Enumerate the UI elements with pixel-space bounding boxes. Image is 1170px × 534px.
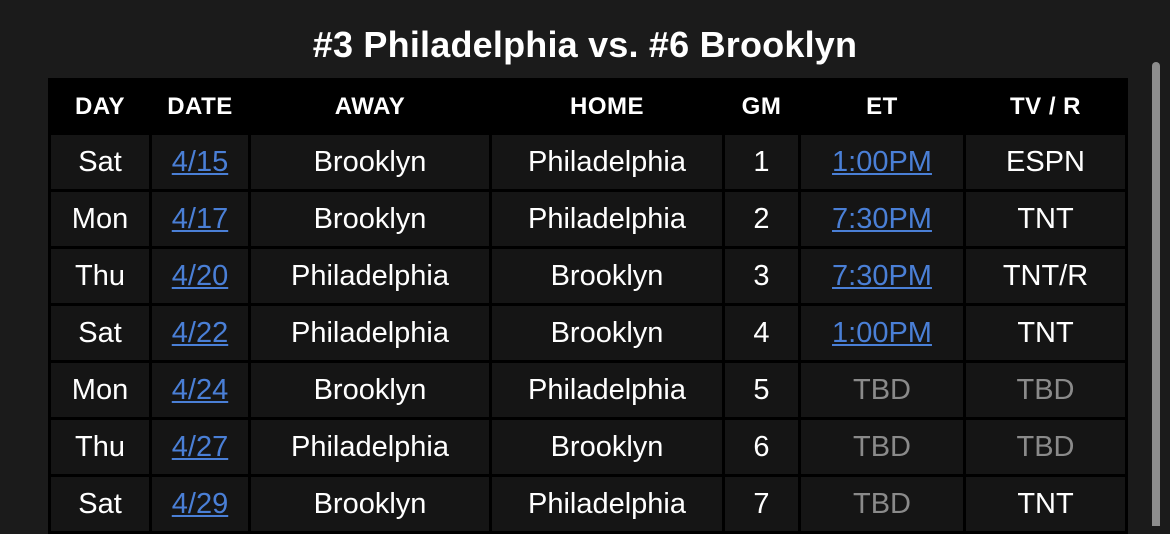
time-link[interactable]: 7:30PM — [832, 259, 932, 292]
date-link[interactable]: 4/20 — [171, 259, 229, 292]
away-cell: Philadelphia — [248, 303, 492, 363]
home-cell: Philadelphia — [489, 189, 725, 249]
day-cell: Sat — [48, 132, 152, 192]
tv-cell: TBD — [963, 417, 1128, 477]
time-link[interactable]: 1:00PM — [832, 316, 932, 349]
home-cell: Philadelphia — [489, 132, 725, 192]
date-cell: 4/22 — [149, 303, 251, 363]
scrollbar-thumb[interactable] — [1152, 62, 1160, 526]
gm-cell: 1 — [722, 132, 801, 192]
date-cell: 4/24 — [149, 360, 251, 420]
tv-cell: TNT — [963, 474, 1128, 534]
date-cell: 4/15 — [149, 132, 251, 192]
away-cell: Philadelphia — [248, 246, 492, 306]
gm-cell: 2 — [722, 189, 801, 249]
tv-tbd-label: TBD — [1016, 430, 1075, 463]
et-cell: TBD — [798, 360, 966, 420]
tv-cell: TBD — [963, 360, 1128, 420]
table-row: Sat 4/15 Brooklyn Philadelphia 1 1:00PM … — [48, 132, 1128, 192]
date-cell: 4/29 — [149, 474, 251, 534]
table-row: Thu 4/27 Philadelphia Brooklyn 6 TBD TBD — [48, 417, 1128, 477]
column-header-home: HOME — [489, 78, 725, 135]
table-row: Sat 4/29 Brooklyn Philadelphia 7 TBD TNT — [48, 474, 1128, 534]
away-cell: Brooklyn — [248, 360, 492, 420]
home-cell: Brooklyn — [489, 246, 725, 306]
time-link[interactable]: 7:30PM — [832, 202, 932, 235]
table-row: Mon 4/17 Brooklyn Philadelphia 2 7:30PM … — [48, 189, 1128, 249]
table-row: Mon 4/24 Brooklyn Philadelphia 5 TBD TBD — [48, 360, 1128, 420]
et-cell: 1:00PM — [798, 132, 966, 192]
header-row: DAY DATE AWAY HOME GM ET TV / R — [48, 78, 1128, 135]
et-tbd-label: TBD — [853, 487, 911, 520]
away-cell: Brooklyn — [248, 474, 492, 534]
gm-cell: 5 — [722, 360, 801, 420]
date-link[interactable]: 4/15 — [171, 145, 229, 178]
day-cell: Sat — [48, 303, 152, 363]
et-cell: 7:30PM — [798, 246, 966, 306]
home-cell: Philadelphia — [489, 474, 725, 534]
time-link[interactable]: 1:00PM — [832, 145, 932, 178]
home-cell: Brooklyn — [489, 417, 725, 477]
day-cell: Mon — [48, 360, 152, 420]
tv-cell: TNT — [963, 303, 1128, 363]
et-tbd-label: TBD — [853, 373, 911, 406]
tv-cell: ESPN — [963, 132, 1128, 192]
column-header-away: AWAY — [248, 78, 492, 135]
column-header-day: DAY — [48, 78, 152, 135]
date-cell: 4/17 — [149, 189, 251, 249]
gm-cell: 7 — [722, 474, 801, 534]
et-cell: 7:30PM — [798, 189, 966, 249]
page-title: #3 Philadelphia vs. #6 Brooklyn — [312, 24, 858, 65]
et-cell: TBD — [798, 474, 966, 534]
date-link[interactable]: 4/29 — [171, 487, 229, 520]
day-cell: Sat — [48, 474, 152, 534]
gm-cell: 3 — [722, 246, 801, 306]
gm-cell: 6 — [722, 417, 801, 477]
column-header-date: DATE — [149, 78, 251, 135]
day-cell: Thu — [48, 417, 152, 477]
home-cell: Philadelphia — [489, 360, 725, 420]
date-cell: 4/20 — [149, 246, 251, 306]
table-row: Sat 4/22 Philadelphia Brooklyn 4 1:00PM … — [48, 303, 1128, 363]
gm-cell: 4 — [722, 303, 801, 363]
tv-cell: TNT — [963, 189, 1128, 249]
tv-cell: TNT/R — [963, 246, 1128, 306]
away-cell: Brooklyn — [248, 132, 492, 192]
date-link[interactable]: 4/24 — [171, 373, 229, 406]
home-cell: Brooklyn — [489, 303, 725, 363]
day-cell: Mon — [48, 189, 152, 249]
day-cell: Thu — [48, 246, 152, 306]
schedule-table: DAY DATE AWAY HOME GM ET TV / R Sat 4/15… — [48, 78, 1128, 534]
away-cell: Brooklyn — [248, 189, 492, 249]
date-link[interactable]: 4/22 — [171, 316, 229, 349]
date-link[interactable]: 4/27 — [171, 430, 229, 463]
date-link[interactable]: 4/17 — [171, 202, 229, 235]
et-cell: 1:00PM — [798, 303, 966, 363]
column-header-tvr: TV / R — [963, 78, 1128, 135]
et-cell: TBD — [798, 417, 966, 477]
table-row: Thu 4/20 Philadelphia Brooklyn 3 7:30PM … — [48, 246, 1128, 306]
column-header-et: ET — [798, 78, 966, 135]
tv-tbd-label: TBD — [1016, 373, 1075, 406]
column-header-gm: GM — [722, 78, 801, 135]
away-cell: Philadelphia — [248, 417, 492, 477]
et-tbd-label: TBD — [853, 430, 911, 463]
date-cell: 4/27 — [149, 417, 251, 477]
